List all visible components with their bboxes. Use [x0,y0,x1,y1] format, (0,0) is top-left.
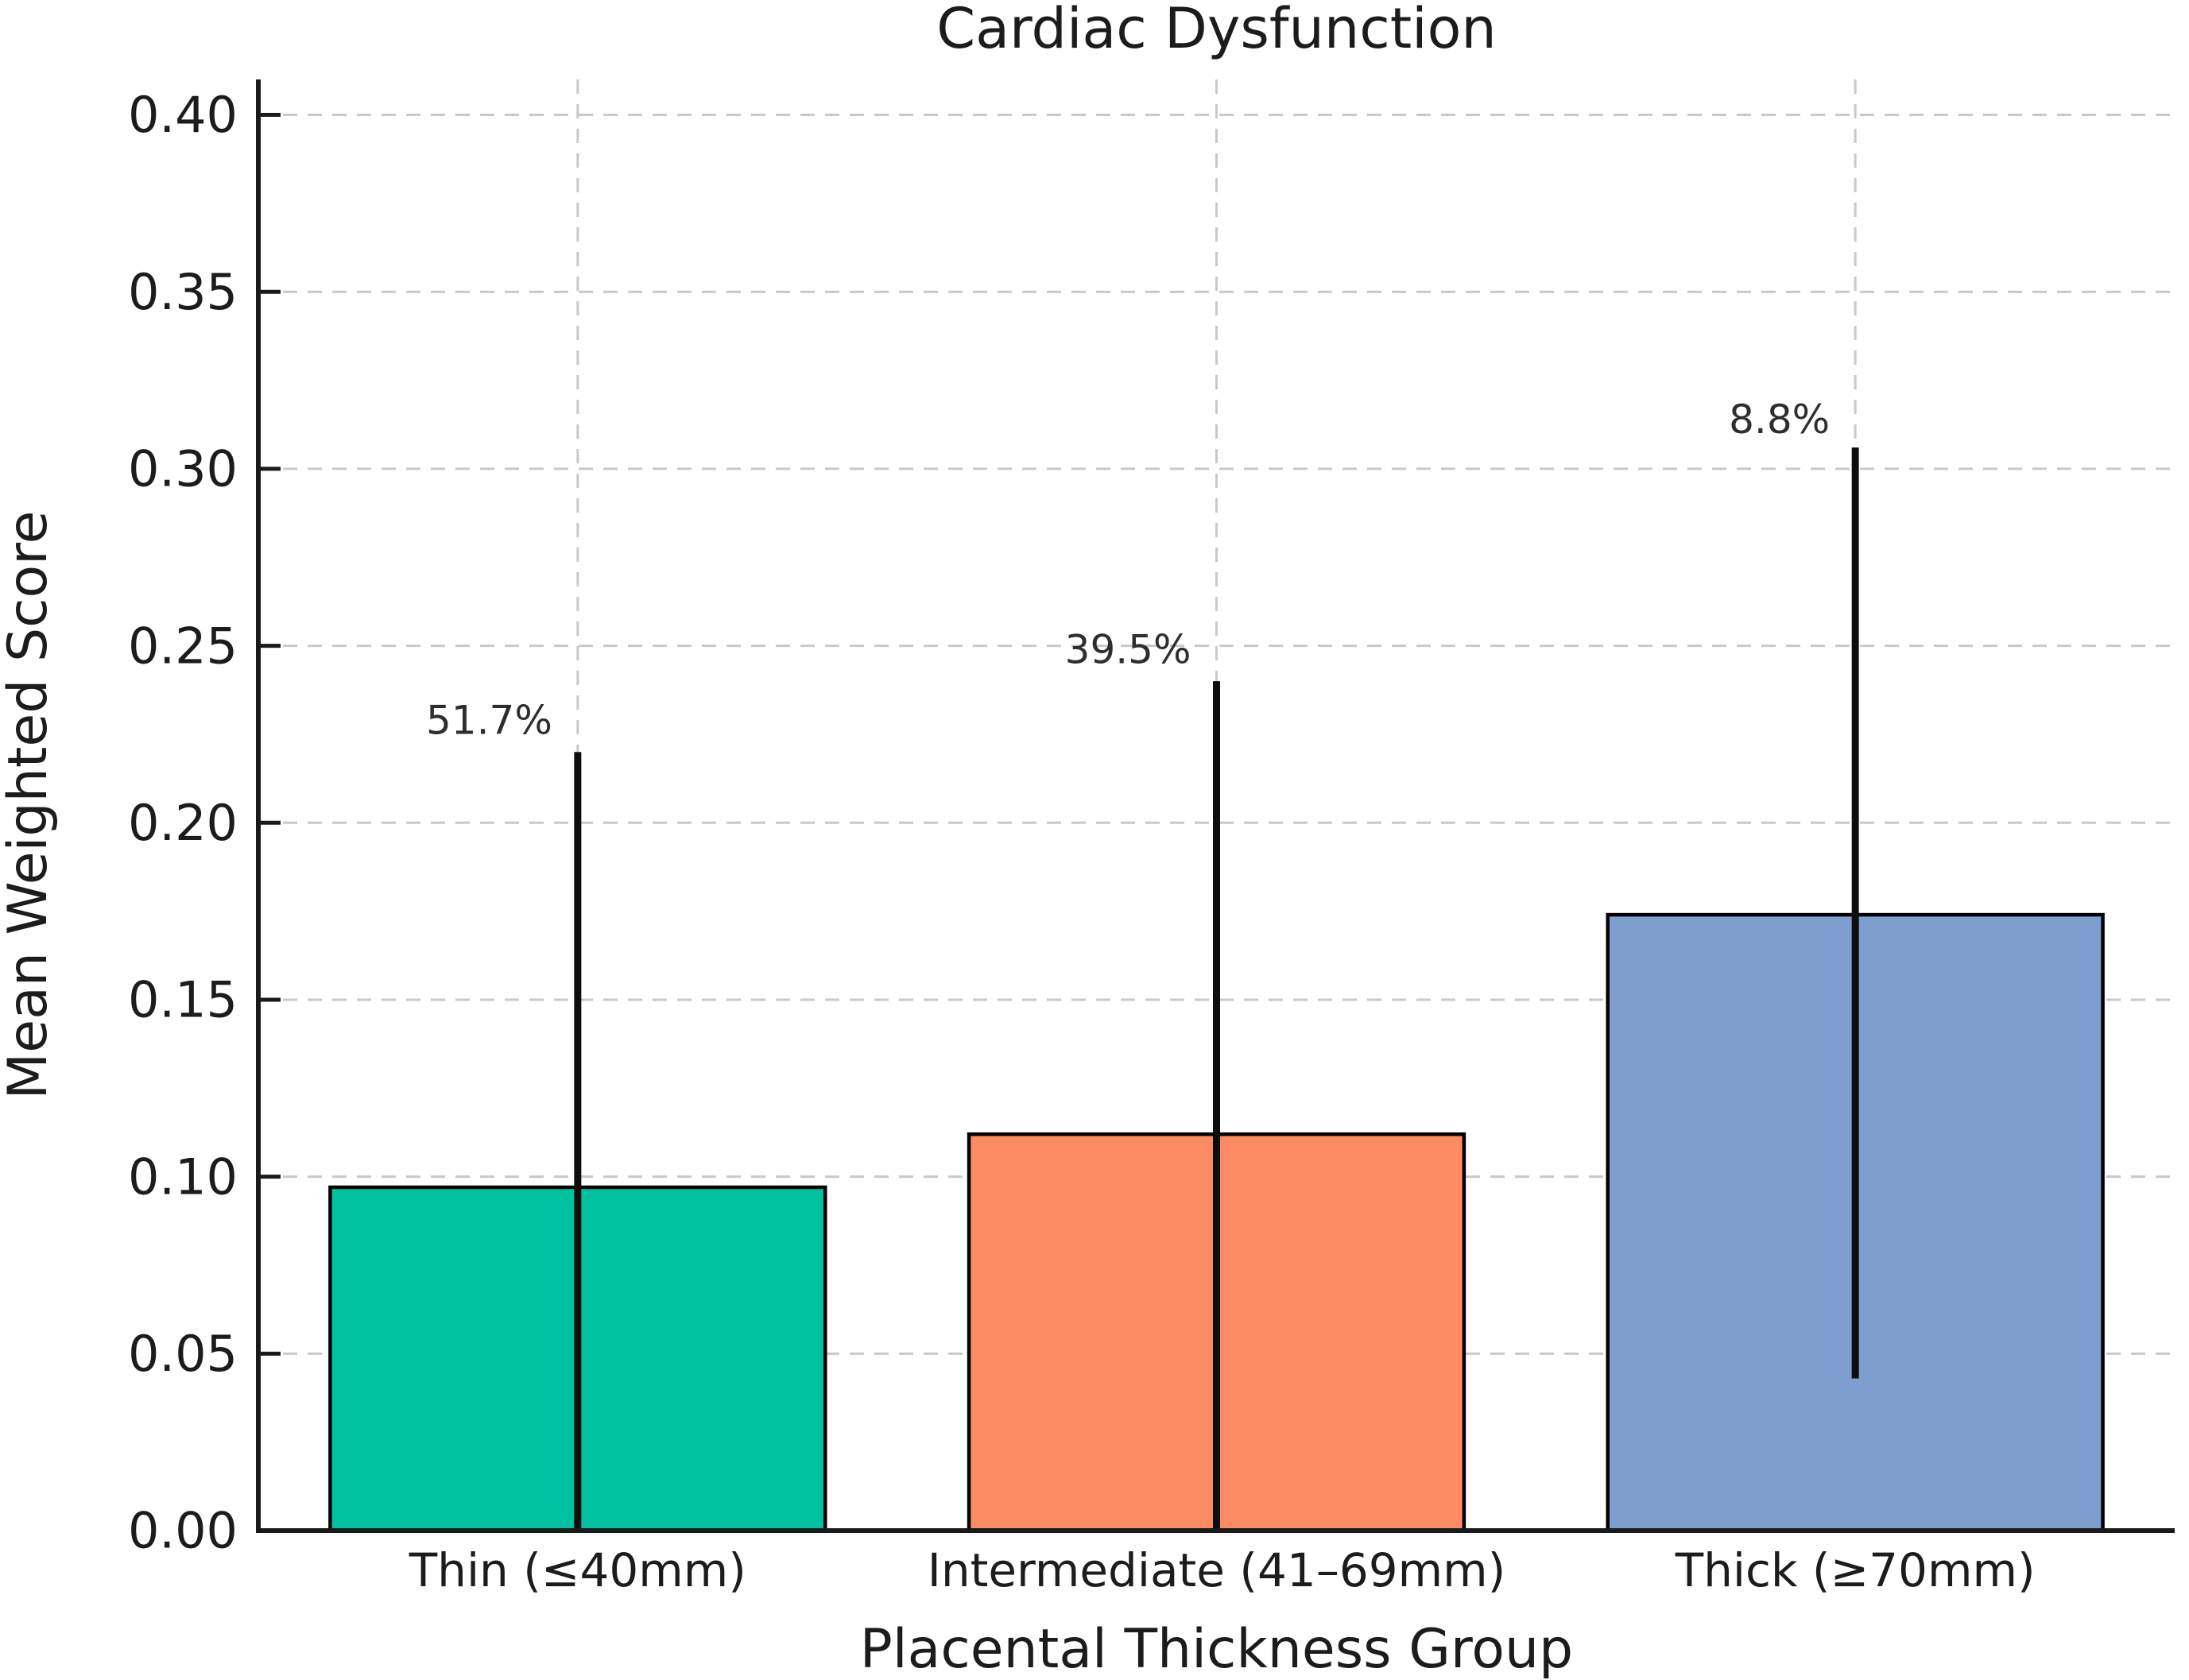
y-tick-label: 0.35 [128,263,238,321]
y-tick-label: 0.05 [128,1325,238,1383]
y-tick-label: 0.40 [128,86,238,144]
y-tick-label: 0.20 [128,794,238,852]
x-axis-title: Placental Thickness Group [860,1618,1573,1680]
y-tick-label: 0.00 [128,1502,238,1560]
bar-annotation: 39.5% [1065,627,1191,673]
y-tick-label: 0.15 [128,971,238,1029]
x-tick-label: Thin (≤40mm) [409,1543,746,1597]
bar-annotation: 8.8% [1729,397,1830,443]
y-tick-label: 0.25 [128,617,238,675]
y-tick-label: 0.10 [128,1148,238,1206]
x-tick-label: Thick (≥70mm) [1675,1543,2036,1597]
x-tick-label: Intermediate (41–69mm) [928,1543,1506,1597]
chart-title: Cardiac Dysfunction [936,0,1497,61]
bar-annotation: 51.7% [426,698,552,744]
y-axis-title: Mean Weighted Score [0,511,60,1100]
y-tick-label: 0.30 [128,440,238,498]
